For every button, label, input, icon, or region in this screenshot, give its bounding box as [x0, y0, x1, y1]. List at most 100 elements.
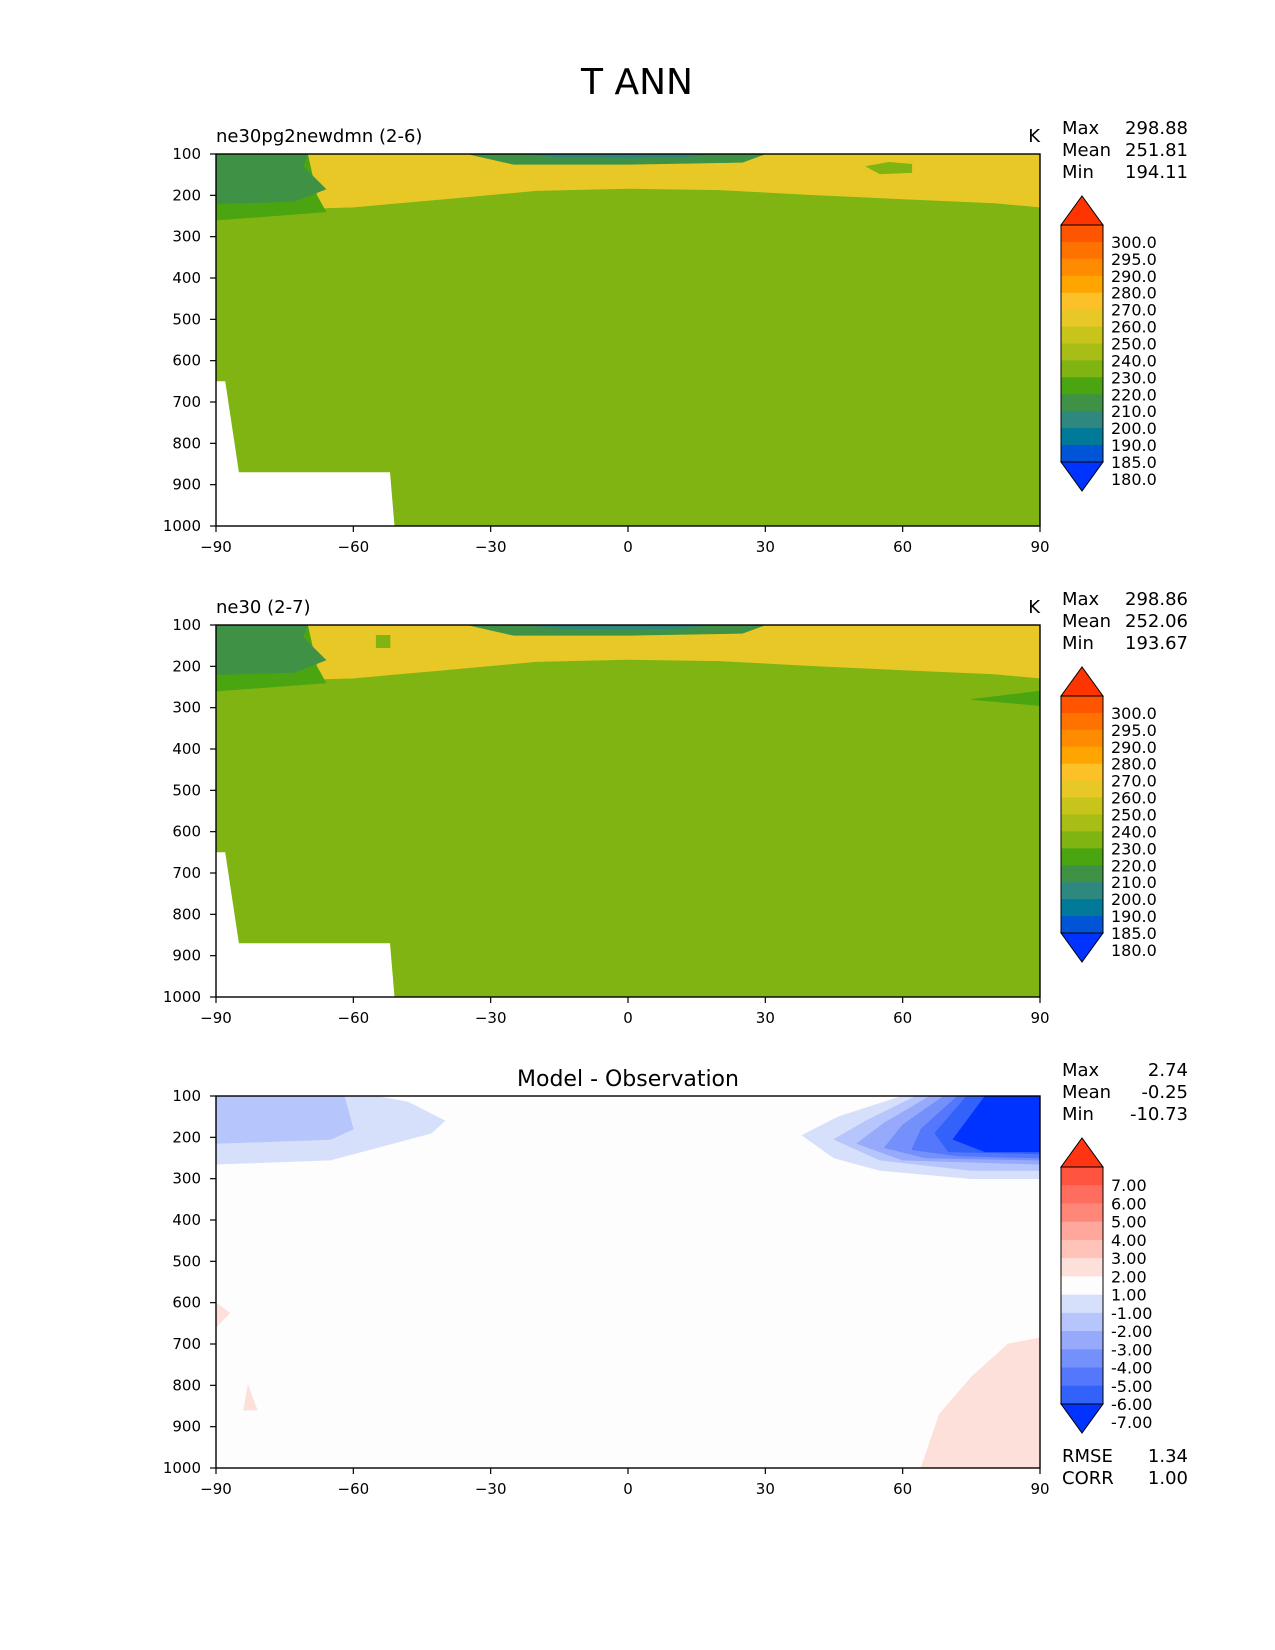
colorbar-label: 200.0	[1111, 419, 1157, 438]
colorbar-swatch	[1061, 797, 1103, 815]
colorbar-label: 270.0	[1111, 772, 1157, 791]
colorbar-label: 300.0	[1111, 704, 1157, 723]
colorbar-label: -3.00	[1111, 1340, 1152, 1359]
colorbar-label: 230.0	[1111, 839, 1157, 858]
colorbar-extend-bottom	[1060, 1403, 1104, 1434]
missing-data-region	[216, 852, 395, 997]
colorbar-label: 190.0	[1111, 907, 1157, 926]
colorbar-extend-top	[1060, 1137, 1104, 1168]
colorbar-swatch	[1061, 1385, 1103, 1405]
colorbar-label: 260.0	[1111, 318, 1157, 337]
colorbar-label: -1.00	[1111, 1304, 1152, 1323]
contour-band	[216, 659, 1040, 997]
x-tick-label: −60	[338, 1009, 370, 1027]
panels: −90 −60 −30 0 30 60 90100200300400500600700800…	[163, 118, 1188, 1498]
y-tick-label: 300	[172, 699, 201, 717]
stat-label: Max	[1062, 589, 1100, 610]
colorbar-swatch	[1061, 1221, 1103, 1241]
colorbar-swatch	[1061, 763, 1103, 782]
metric-label: RMSE	[1062, 1446, 1113, 1467]
colorbar-extend-top	[1060, 666, 1104, 697]
x-tick-label: 30	[756, 538, 775, 556]
missing-data-region	[216, 381, 395, 526]
stat-value: 298.86	[1125, 589, 1188, 610]
contour-field	[216, 625, 1040, 997]
colorbar-swatch	[1061, 241, 1103, 260]
colorbar-label: 300.0	[1111, 233, 1157, 252]
y-tick-label: 700	[172, 864, 201, 882]
stat-label: Mean	[1062, 140, 1111, 161]
colorbar-label: 210.0	[1111, 873, 1157, 892]
y-tick-label: 500	[172, 781, 201, 799]
colorbar-swatch	[1061, 1239, 1103, 1259]
contour-band	[216, 1302, 231, 1328]
colorbar: 300.0295.0290.0280.0270.0260.0250.0240.0…	[1060, 666, 1157, 963]
y-tick-label: 1000	[163, 988, 201, 1006]
colorbar-label: 180.0	[1111, 941, 1157, 960]
y-tick-label: 200	[172, 657, 201, 675]
colorbar-label: 290.0	[1111, 738, 1157, 757]
colorbar-swatch	[1061, 394, 1103, 412]
y-tick-label: 600	[172, 352, 201, 370]
colorbar-label: 185.0	[1111, 453, 1157, 472]
colorbar-swatch	[1061, 899, 1103, 917]
colorbar-swatch	[1061, 729, 1103, 748]
x-tick-label: 0	[623, 1009, 633, 1027]
colorbar-label: -4.00	[1111, 1359, 1152, 1378]
y-tick-label: 900	[172, 1418, 201, 1436]
colorbar-label: 250.0	[1111, 806, 1157, 825]
panel-title: ne30pg2newdmn (2-6)	[216, 126, 422, 147]
colorbar-label: 295.0	[1111, 721, 1157, 740]
y-tick-label: 300	[172, 1170, 201, 1188]
colorbar-frame	[1060, 1166, 1104, 1405]
y-tick-label: 400	[172, 1211, 201, 1229]
contour-band	[527, 625, 711, 630]
colorbar-swatch	[1061, 428, 1103, 446]
y-tick-label: 500	[172, 1252, 201, 1270]
colorbar-label: -2.00	[1111, 1322, 1152, 1341]
colorbar-label: 260.0	[1111, 789, 1157, 808]
stat-label: Min	[1062, 633, 1094, 654]
colorbar-label: 220.0	[1111, 856, 1157, 875]
x-tick-label: 30	[756, 1480, 775, 1498]
stat-value: 251.81	[1125, 140, 1188, 161]
colorbar-swatch	[1061, 865, 1103, 883]
colorbar-label: 185.0	[1111, 924, 1157, 943]
colorbar-swatch	[1061, 258, 1103, 277]
panel-diff: −90 −60 −30 0 30 60 90 100 200 300 400 500 600 700 800…	[163, 1060, 1188, 1498]
colorbar-swatch	[1061, 882, 1103, 900]
stat-value: 193.67	[1125, 633, 1188, 654]
y-tick-label: 100	[172, 1087, 201, 1105]
colorbar-swatch	[1061, 916, 1103, 934]
panel-title: Model - Observation	[517, 1067, 739, 1092]
colorbar-label: 5.00	[1111, 1213, 1147, 1232]
colorbar-swatch	[1061, 780, 1103, 799]
y-tick-label: 800	[172, 434, 201, 452]
contour-band	[375, 634, 391, 649]
colorbar-label: 280.0	[1111, 284, 1157, 303]
figure-title: T ANN	[580, 62, 693, 103]
colorbar-swatch	[1061, 696, 1103, 714]
x-tick-label: 0	[623, 538, 633, 556]
colorbar-swatch	[1061, 292, 1103, 311]
x-tick-label: 60	[893, 538, 912, 556]
colorbar-label: 200.0	[1111, 890, 1157, 909]
stat-value: 252.06	[1125, 611, 1188, 632]
colorbar-label: -7.00	[1111, 1413, 1152, 1432]
colorbar-label: -5.00	[1111, 1377, 1152, 1396]
x-tick-label: −90	[200, 1009, 232, 1027]
contour-band	[216, 188, 1040, 526]
y-tick-label: 900	[172, 947, 201, 965]
colorbar-label: 290.0	[1111, 267, 1157, 286]
colorbar-label: 240.0	[1111, 822, 1157, 841]
y-tick-label: 900	[172, 476, 201, 494]
colorbar-swatch	[1061, 712, 1103, 731]
colorbar-swatch	[1061, 1276, 1103, 1296]
colorbar-swatch	[1061, 1331, 1103, 1350]
colorbar-swatch	[1061, 1312, 1103, 1332]
contour-band	[920, 1337, 1040, 1468]
x-tick-label: 60	[893, 1480, 912, 1498]
colorbar-swatch	[1061, 1203, 1103, 1223]
contour-band	[216, 1096, 354, 1144]
units-label: K	[1028, 126, 1041, 147]
